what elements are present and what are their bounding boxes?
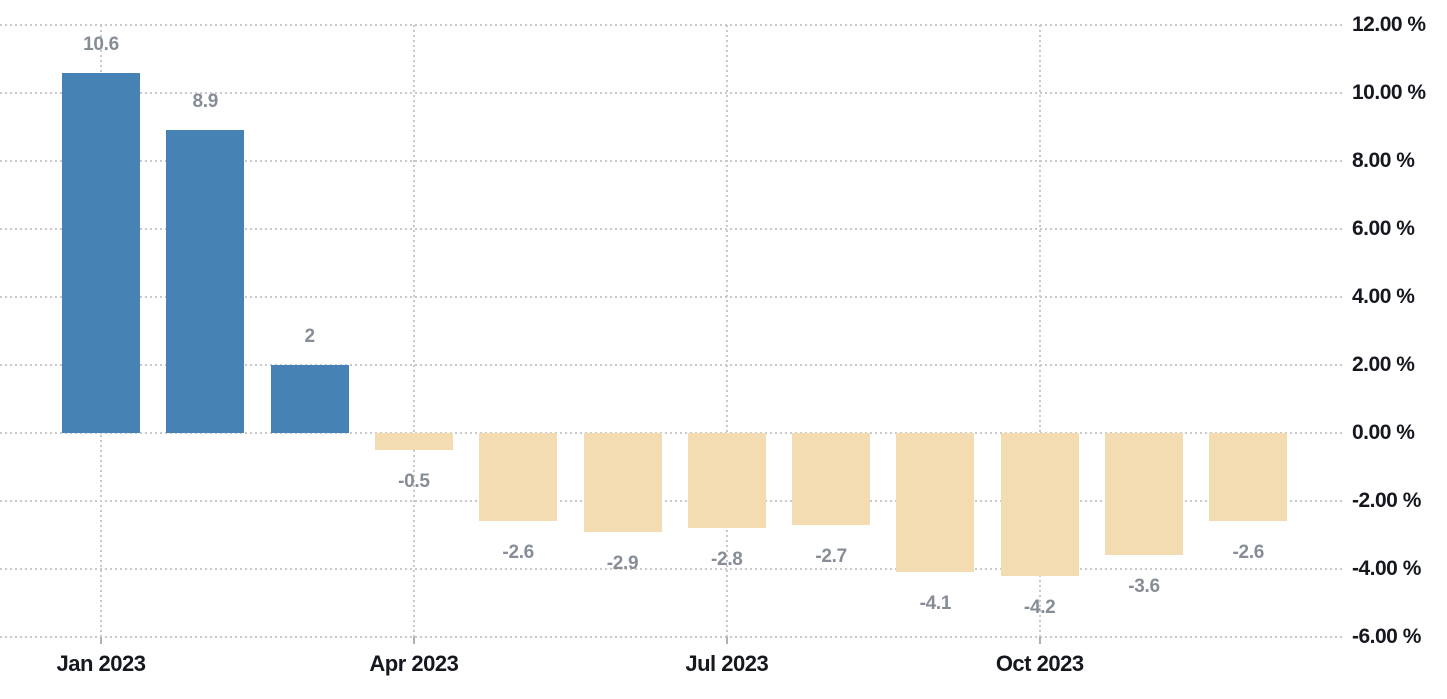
bar-nov-2023[interactable] — [1105, 433, 1183, 556]
y-axis-tick-label: 10.00 % — [1352, 81, 1426, 104]
bar-sep-2023[interactable] — [896, 433, 975, 573]
bar-dec-2023[interactable] — [1209, 433, 1288, 522]
bar-feb-2023[interactable] — [166, 130, 245, 433]
gridline-horizontal — [0, 92, 1343, 94]
gridline-horizontal — [0, 432, 1343, 434]
gridline-horizontal — [0, 228, 1343, 230]
x-axis-tick — [725, 637, 728, 644]
gridline-vertical — [412, 25, 415, 637]
bar-value-label: -2.9 — [606, 552, 639, 574]
gridline-horizontal — [0, 636, 1343, 638]
bar-value-label: 10.6 — [83, 33, 119, 55]
y-axis-tick-label: 12.00 % — [1352, 13, 1426, 36]
gridline-horizontal — [0, 296, 1343, 298]
x-axis-tick — [412, 637, 415, 644]
gridline-horizontal — [0, 160, 1343, 162]
gridline-vertical — [1038, 25, 1041, 637]
y-axis-tick-label: 4.00 % — [1352, 285, 1415, 308]
y-axis-tick-label: 2.00 % — [1352, 353, 1415, 376]
bar-jun-2023[interactable] — [583, 433, 662, 532]
bar-value-label: 8.9 — [192, 91, 219, 113]
bar-value-label: -4.2 — [1023, 596, 1056, 618]
bar-value-label: -2.8 — [711, 549, 743, 571]
bar-aug-2023[interactable] — [792, 433, 871, 525]
bar-apr-2023[interactable] — [374, 433, 453, 450]
bar-may-2023[interactable] — [479, 433, 558, 522]
x-axis-tick — [1038, 637, 1041, 644]
y-axis-tick-label: -6.00 % — [1352, 625, 1421, 648]
bar-jan-2023[interactable] — [62, 72, 140, 433]
y-axis-tick-label: -2.00 % — [1352, 489, 1421, 512]
bar-value-label: -2.7 — [815, 545, 847, 567]
bar-value-label: -0.5 — [398, 471, 430, 492]
bar-value-label: -2.6 — [502, 542, 534, 564]
gridline-vertical — [725, 25, 728, 637]
y-axis-tick-label: -4.00 % — [1352, 557, 1421, 580]
x-axis-tick-label: Jan 2023 — [56, 651, 146, 676]
y-axis-tick-label: 0.00 % — [1352, 421, 1415, 444]
x-axis-tick-label: Jul 2023 — [685, 651, 769, 676]
bar-jul-2023[interactable] — [687, 433, 766, 529]
gridline-horizontal — [0, 24, 1343, 26]
x-axis-tick-label: Apr 2023 — [369, 651, 459, 676]
bar-oct-2023[interactable] — [1000, 433, 1079, 576]
bar-value-label: -4.1 — [919, 593, 952, 615]
gridline-horizontal — [0, 364, 1343, 366]
bar-value-label: 2 — [304, 326, 315, 347]
bar-value-label: -2.6 — [1232, 542, 1265, 564]
bar-mar-2023[interactable] — [270, 365, 349, 433]
x-axis-tick-label: Oct 2023 — [995, 651, 1084, 676]
x-axis-tick — [100, 637, 102, 644]
y-axis-tick-label: 8.00 % — [1352, 149, 1415, 172]
gridline-horizontal — [0, 568, 1343, 570]
gridline-horizontal — [0, 500, 1343, 502]
y-axis-tick-label: 6.00 % — [1352, 217, 1415, 240]
bar-value-label: -3.6 — [1128, 576, 1160, 598]
